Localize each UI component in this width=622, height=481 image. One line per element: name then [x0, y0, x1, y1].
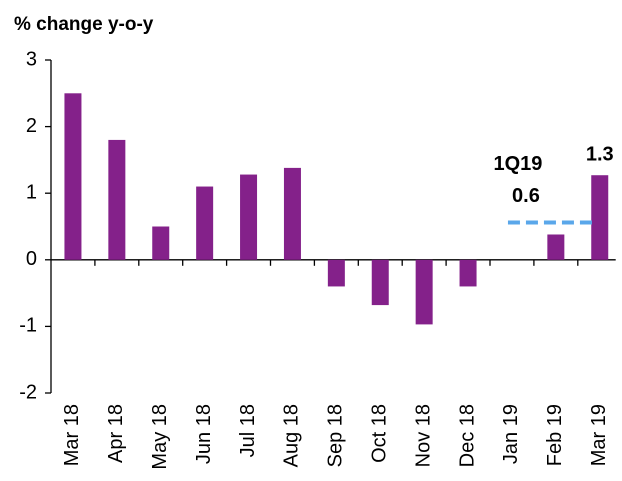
bar	[152, 226, 170, 260]
bar	[327, 259, 345, 287]
x-tick-label: Feb 19	[544, 404, 566, 466]
bar	[108, 139, 126, 260]
x-tick-label: Dec 18	[456, 404, 478, 467]
chart-title: % change y-o-y	[14, 14, 154, 35]
bar	[459, 259, 477, 287]
x-tick-label: Apr 18	[105, 404, 127, 463]
bar	[64, 93, 82, 260]
bar	[240, 174, 258, 260]
x-tick-label: Mar 18	[61, 404, 83, 466]
x-tick-label: Jun 18	[193, 404, 215, 464]
y-tick-label: 0	[26, 248, 37, 270]
y-tick-label: 3	[26, 48, 37, 70]
y-tick-label: -2	[19, 381, 37, 403]
bar	[415, 259, 433, 325]
x-tick-label: May 18	[149, 404, 171, 470]
bar	[283, 167, 301, 260]
x-tick-label: Sep 18	[325, 404, 347, 467]
y-tick-label: -1	[19, 315, 37, 337]
y-tick-label: 2	[26, 115, 37, 137]
annotation-label: 0.6	[512, 185, 540, 207]
y-tick-label: 1	[26, 181, 37, 203]
x-tick-label: Mar 19	[588, 404, 610, 466]
x-tick-label: Jan 19	[500, 404, 522, 464]
x-tick-label: Aug 18	[281, 404, 303, 467]
annotation-title: 1Q19	[493, 153, 542, 175]
x-tick-label: Nov 18	[412, 404, 434, 467]
x-tick-label: Oct 18	[369, 404, 391, 463]
data-label: 1.3	[586, 143, 614, 165]
x-tick-label: Jul 18	[237, 404, 259, 457]
bar	[196, 186, 214, 260]
bar	[591, 175, 609, 260]
bar	[547, 234, 565, 260]
bar	[371, 259, 389, 306]
